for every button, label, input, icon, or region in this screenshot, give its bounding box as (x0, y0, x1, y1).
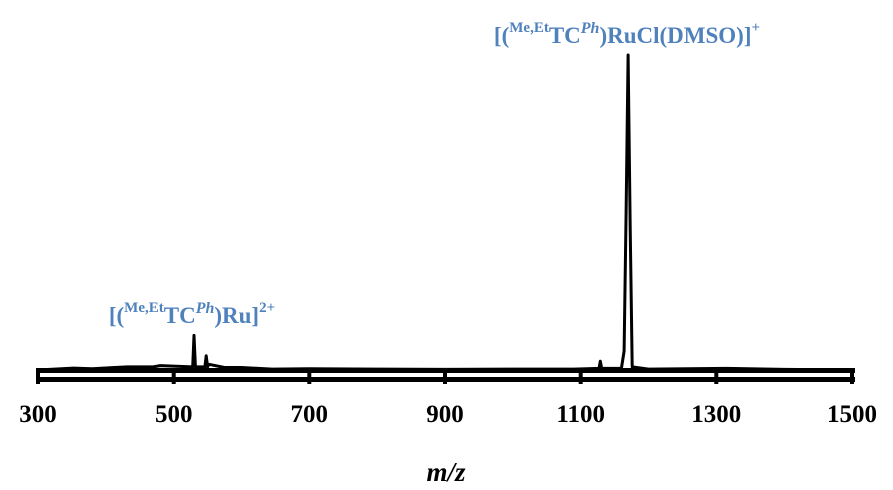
annotation-monocation-superscript-aryl: Ph (580, 20, 600, 37)
annotation-monocation-label: [(Me,EtTCPh)RuCl(DMSO)]+ (494, 20, 760, 48)
annotation-monocation-charge: + (752, 20, 761, 36)
x-tick-label-300: 300 (19, 401, 57, 428)
x-tick-mark-1500 (850, 368, 854, 384)
x-tick-mark-1100 (578, 368, 583, 384)
x-tick-group: 300 500 700 900 1100 1300 1500 (19, 368, 877, 428)
annotation-dication-superscript-aryl: Ph (195, 300, 215, 317)
x-tick-label-500: 500 (155, 401, 193, 428)
x-tick-mark-900 (443, 368, 447, 384)
annotation-dication-superscript-substituents: Me,Et (124, 300, 164, 316)
annotation-monocation-ligand: TC (549, 23, 581, 48)
annotation-monocation-core: )RuCl(DMSO)] (599, 23, 751, 48)
annotation-dication-ligand: TC (164, 303, 196, 328)
x-tick-label-900: 900 (426, 401, 464, 428)
x-tick-mark-500 (171, 368, 176, 384)
annotation-monocation-open: [( (494, 23, 509, 48)
x-tick-mark-700 (307, 368, 312, 384)
spectrum-trace-0 (37, 53, 853, 372)
trace-layer (37, 53, 853, 372)
x-axis-title: m/z (426, 457, 466, 487)
x-tick-mark-1300 (714, 368, 719, 384)
x-tick-label-1100: 1100 (556, 401, 605, 428)
annotation-dication-charge: 2+ (259, 300, 275, 316)
x-tick-mark-300 (36, 368, 40, 384)
x-tick-label-1500: 1500 (827, 401, 877, 428)
annotation-dication-label: [(Me,EtTCPh)Ru]2+ (109, 300, 275, 328)
annotation-dication-open: [( (109, 303, 124, 328)
x-tick-label-700: 700 (291, 401, 329, 428)
x-tick-label-1300: 1300 (691, 401, 741, 428)
annotation-monocation-superscript-substituents: Me,Et (509, 20, 549, 36)
annotation-dication-core: )Ru] (214, 303, 259, 328)
